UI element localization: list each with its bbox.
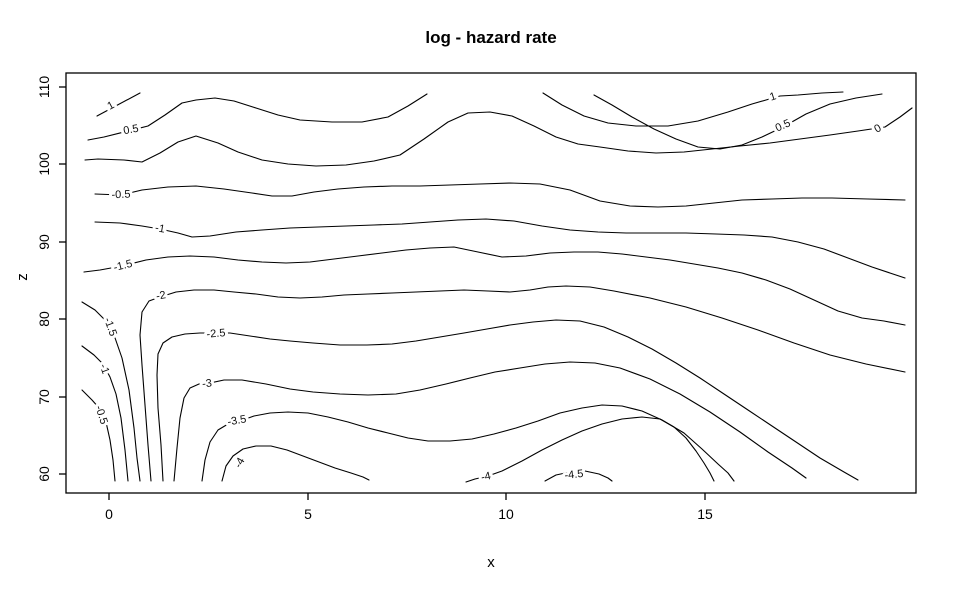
- y-tick-label: 90: [36, 234, 52, 250]
- contour-label: -4: [480, 470, 492, 484]
- y-tick-label: 100: [36, 152, 52, 176]
- contour-line-level--4: [221, 445, 370, 482]
- chart-title: log - hazard rate: [425, 28, 556, 47]
- contour-line-level-0.5: [593, 93, 883, 150]
- contour-line-level--1: [81, 345, 129, 482]
- contour-label: -0.5: [92, 404, 109, 426]
- contour-label: -4: [232, 456, 247, 470]
- contour-label: 0.5: [774, 117, 793, 134]
- contour-line-level--2.5: [156, 319, 859, 482]
- contour-line-level--0.5: [81, 389, 116, 482]
- contour-label: -1: [154, 222, 166, 236]
- y-tick-label: 80: [36, 311, 52, 327]
- contour-line-level--3: [173, 361, 807, 482]
- contour-label: -3: [201, 377, 212, 390]
- contour-label: 0.5: [122, 123, 139, 137]
- x-tick-label: 15: [697, 506, 713, 522]
- contour-line-level-0: [84, 107, 913, 167]
- contour-line-level--1.5: [81, 301, 141, 482]
- y-axis-label: z: [14, 273, 31, 281]
- plot-box: [65, 72, 917, 494]
- contour-label: -0.5: [111, 189, 130, 202]
- contour-line-level-0.5: [87, 93, 428, 141]
- contour-label: -2.5: [206, 327, 226, 341]
- contour-line-level-1: [96, 92, 141, 117]
- contour-label: -1: [97, 362, 112, 375]
- axes: 0 5 10 15 110 100 90 80 70 60: [36, 72, 917, 522]
- contour-labels: 10.510.5 0-0.5-1-1.5-2-2.5-3-3.5-1.5-1-0.…: [89, 87, 886, 487]
- contour-label: -3.5: [227, 413, 248, 428]
- contour-label: -4.5: [564, 468, 584, 482]
- contour-label: -1.5: [112, 258, 133, 274]
- x-axis-label: x: [487, 554, 495, 571]
- contour-lines: [81, 91, 913, 483]
- contour-line-level--3.5: [201, 404, 735, 482]
- x-tick-label: 5: [304, 506, 312, 522]
- y-tick-label: 110: [36, 76, 52, 99]
- contour-label: -1.5: [101, 316, 119, 338]
- y-tick-label: 70: [36, 389, 52, 405]
- contour-line-level--1.5: [83, 246, 906, 326]
- contour-label: 0: [872, 122, 883, 135]
- contour-line-level-1: [542, 91, 844, 127]
- contour-line-level--1: [94, 218, 906, 279]
- contour-line-level--4: [465, 416, 715, 483]
- contour-line-level--4.5: [544, 470, 613, 482]
- contour-line-level--0.5: [94, 182, 906, 208]
- contour-label: -2: [155, 289, 167, 303]
- y-tick-label: 60: [36, 466, 52, 482]
- x-tick-label: 10: [498, 506, 514, 522]
- x-tick-label: 0: [105, 506, 113, 522]
- contour-line-level--2: [139, 285, 906, 482]
